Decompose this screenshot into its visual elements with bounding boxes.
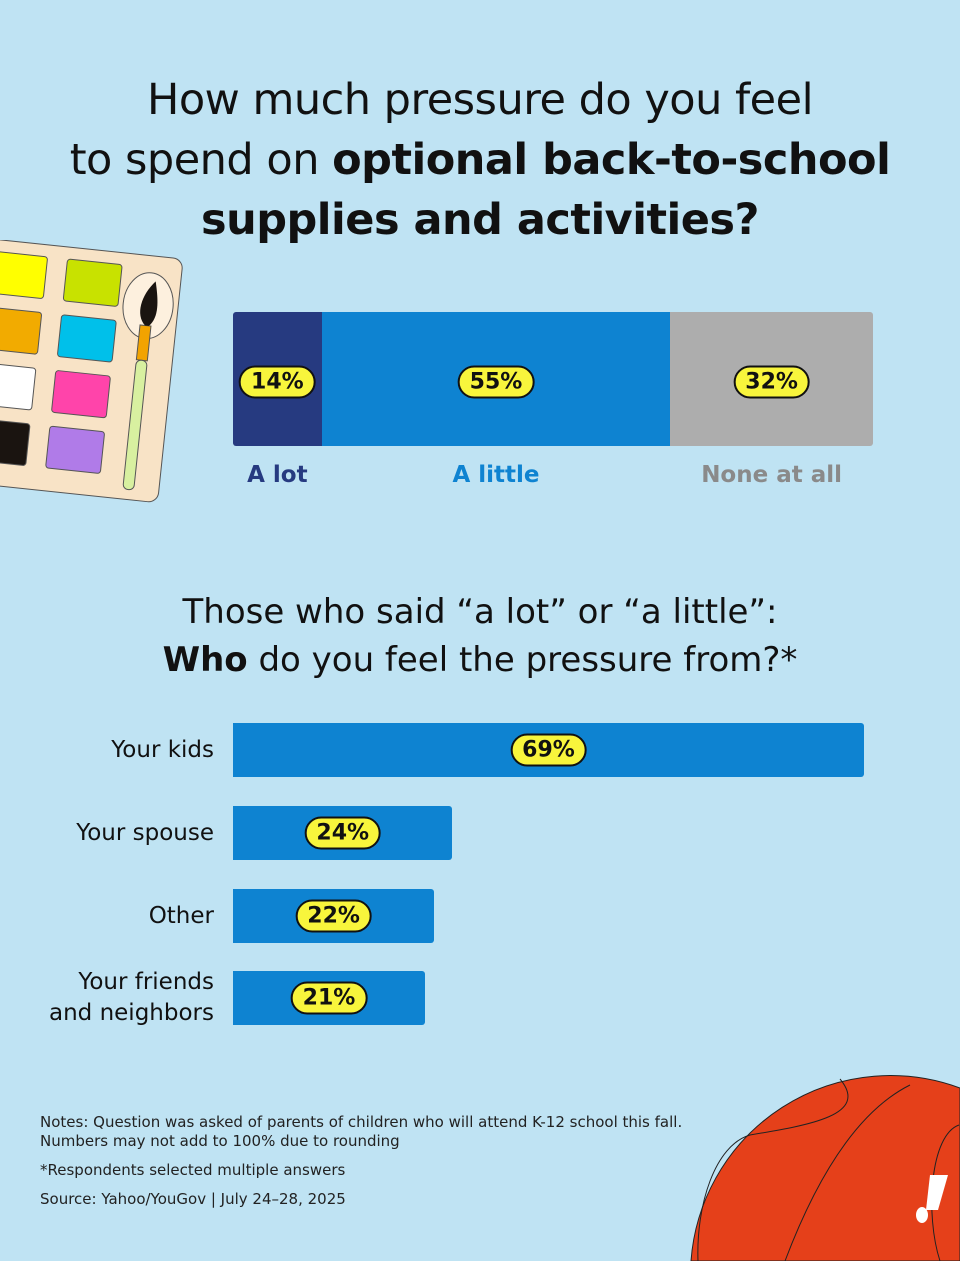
data-label: 21%: [290, 981, 368, 1015]
data-label: 22%: [295, 899, 372, 933]
category-label-line: Your kids: [111, 736, 214, 763]
data-label: 32%: [733, 365, 810, 399]
source: Source: Yahoo/YouGov | July 24–28, 2025: [40, 1190, 346, 1208]
data-label: 24%: [304, 816, 382, 850]
subtitle-text: do you feel the pressure from?*: [247, 640, 798, 680]
note-line: Notes: Question was asked of parents of …: [40, 1113, 683, 1131]
category-label: Your kids: [111, 735, 214, 766]
category-label-line: Your spouse: [76, 819, 214, 846]
category-label-line: Other: [148, 902, 214, 929]
paint-palette-illustration: [0, 240, 183, 503]
note-line: Numbers may not add to 100% due to round…: [40, 1132, 400, 1150]
category-label: None at all: [701, 462, 843, 488]
title-line: supplies and activities?: [0, 190, 960, 250]
data-label: 14%: [239, 365, 316, 399]
title-line: How much pressure do you feel: [146, 75, 814, 125]
title-bold: supplies and activities?: [201, 195, 759, 245]
subtitle: Those who said “a lot” or “a little”: Wh…: [0, 588, 960, 684]
category-label-line: Your friends: [78, 969, 214, 995]
category-label-line: and neighbors: [49, 1000, 214, 1026]
subtitle-bold: Who: [162, 640, 248, 680]
category-label: Your friends and neighbors: [49, 967, 214, 1029]
subtitle-line: Those who said “a lot” or “a little”:: [182, 592, 778, 632]
category-label: Your spouse: [76, 818, 214, 849]
category-label: A lot: [247, 462, 308, 488]
subtitle-line: Who do you feel the pressure from?*: [0, 636, 960, 684]
category-label: A little: [452, 462, 540, 488]
title-text: to spend on: [69, 135, 333, 185]
title-line: to spend on optional back-to-school: [0, 130, 960, 190]
category-label: Other: [149, 901, 214, 932]
data-label: 55%: [457, 365, 535, 399]
basketball-illustration: [690, 1075, 960, 1261]
main-title: How much pressure do you feel to spend o…: [0, 70, 960, 250]
notes: Notes: Question was asked of parents of …: [40, 1113, 682, 1151]
data-label: 69%: [510, 733, 587, 767]
footnote: *Respondents selected multiple answers: [40, 1161, 346, 1179]
title-bold: optional back-to-school: [332, 135, 891, 185]
